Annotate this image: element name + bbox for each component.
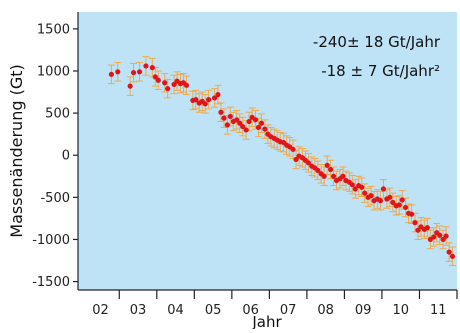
data-point (202, 101, 208, 107)
x-tick-label: 04 (167, 303, 184, 318)
data-point (408, 211, 415, 217)
data-point (431, 234, 437, 240)
x-tick-label: 11 (430, 303, 447, 318)
y-tick-label: 500 (45, 107, 70, 122)
data-point (108, 71, 114, 77)
data-point (437, 232, 443, 238)
data-point (368, 193, 374, 199)
data-point (262, 126, 268, 132)
data-point (221, 115, 227, 121)
data-point (136, 69, 143, 75)
x-tick-label: 06 (242, 303, 259, 318)
data-point (215, 91, 221, 98)
y-tick-label: 1500 (37, 22, 70, 37)
data-point (237, 120, 243, 126)
data-point (211, 95, 218, 101)
data-point (130, 70, 137, 76)
data-point (171, 81, 177, 88)
data-point (327, 166, 334, 173)
y-tick-label: -1000 (32, 233, 70, 248)
acceleration-annotation: -18 ± 7 Gt/Jahr² (321, 62, 440, 80)
data-point (218, 109, 224, 115)
trend-annotation: -240± 18 Gt/Jahr (313, 33, 441, 51)
data-point (243, 127, 249, 133)
x-tick-label: 02 (92, 303, 109, 318)
data-point (340, 173, 346, 179)
y-tick-label: 1000 (37, 64, 70, 79)
x-tick-label: 07 (280, 303, 297, 318)
data-point (377, 198, 384, 204)
x-tick-label: 08 (317, 303, 334, 318)
data-point (290, 146, 296, 152)
data-point (390, 199, 396, 205)
data-point (193, 97, 199, 103)
data-point (293, 156, 299, 163)
data-point (330, 173, 337, 179)
y-axis-label: Massenänderung (Gt) (7, 64, 26, 237)
data-point (446, 249, 452, 255)
data-point (149, 65, 155, 71)
y-tick-label: 0 (62, 149, 70, 164)
data-point (415, 227, 421, 233)
data-point (402, 204, 409, 211)
data-point (155, 77, 161, 83)
data-point (315, 167, 321, 173)
x-tick-label: 09 (355, 303, 372, 318)
y-tick-label: -500 (40, 191, 70, 206)
data-point (224, 122, 230, 128)
data-point (443, 233, 449, 239)
data-point (399, 197, 405, 203)
data-point (321, 173, 327, 179)
plot-background (78, 12, 457, 290)
data-point (227, 113, 233, 120)
data-point (440, 236, 446, 243)
data-point (258, 120, 265, 126)
data-point (152, 74, 158, 80)
data-point (324, 162, 330, 168)
data-point (424, 225, 430, 231)
data-point (165, 86, 171, 92)
data-point (352, 186, 358, 192)
data-point (252, 117, 259, 123)
data-point (234, 117, 240, 123)
data-point (359, 184, 365, 190)
data-point (305, 160, 312, 166)
y-tick-label: -1500 (32, 275, 70, 290)
data-point (183, 82, 190, 88)
x-ticks-group: 02 03 04 05 06 07 08 09 10 11 (92, 290, 458, 318)
data-point (449, 253, 456, 259)
data-point (349, 182, 355, 188)
x-tick-label: 05 (205, 303, 222, 318)
data-point (162, 80, 168, 86)
x-tick-label: 10 (392, 303, 409, 318)
data-points-group (108, 63, 456, 259)
data-point (255, 124, 262, 131)
data-point (205, 97, 212, 103)
data-point (380, 186, 387, 192)
x-tick-label: 03 (130, 303, 147, 318)
data-point (127, 83, 133, 89)
data-point (143, 63, 149, 69)
x-axis-label: Jahr (251, 313, 282, 329)
data-point (387, 194, 393, 200)
data-point (396, 202, 402, 208)
data-point (246, 118, 252, 125)
y-ticks-group: -1500 -1000 -500 0 500 1000 1500 (32, 22, 78, 290)
data-point (115, 69, 121, 75)
data-point (412, 220, 418, 226)
data-point (240, 123, 246, 130)
data-point (362, 190, 368, 196)
